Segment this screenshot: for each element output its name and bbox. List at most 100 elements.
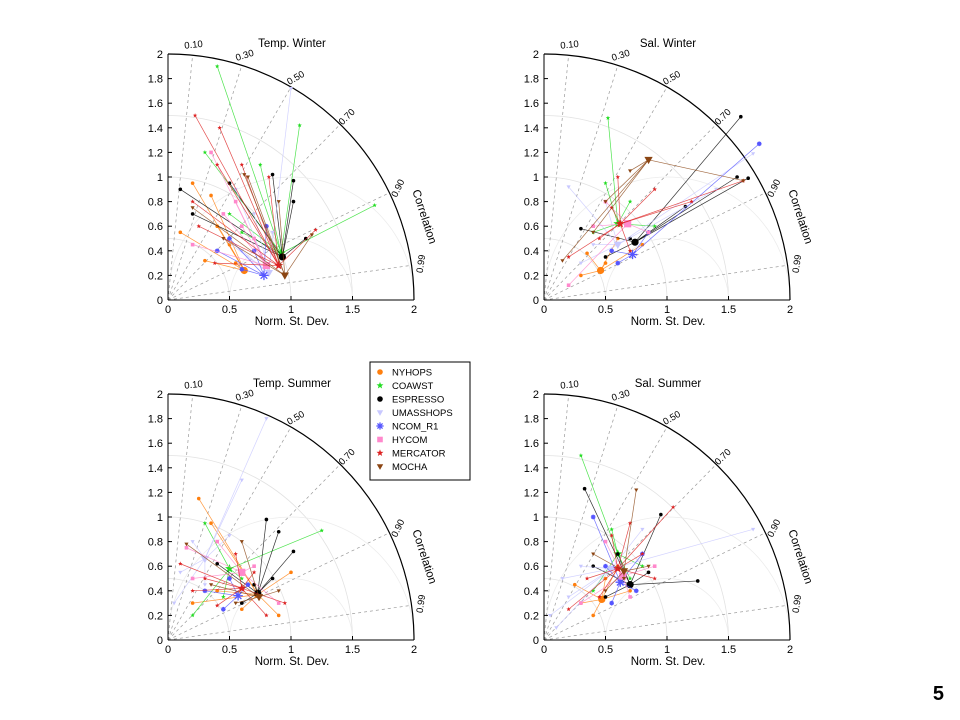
data-point [652, 223, 657, 229]
data-point [227, 236, 232, 241]
data-point [184, 545, 189, 550]
data-point [190, 242, 195, 247]
correlation-ray [543, 604, 788, 641]
data-point [739, 114, 743, 119]
data-point [202, 583, 207, 587]
data-point [212, 260, 217, 265]
series-link [282, 201, 294, 258]
data-point [190, 540, 195, 544]
correlation-axis-label: Correlation [409, 188, 438, 245]
legend-item: MOCHA [376, 462, 428, 473]
data-point [746, 176, 750, 181]
series-link [599, 223, 621, 239]
series-link [192, 201, 279, 266]
series-link [619, 223, 631, 251]
data-point [227, 576, 232, 581]
data-point [233, 601, 238, 606]
data-point [252, 236, 256, 241]
series-link [278, 201, 286, 276]
data-point [178, 230, 183, 235]
data-point [605, 115, 611, 120]
series-link [241, 268, 265, 276]
series-link [284, 234, 313, 276]
data-point [233, 187, 238, 192]
series-mean-point [615, 219, 625, 228]
y-tick-label: 1.4 [148, 123, 163, 135]
series-link [216, 66, 282, 254]
data-point [276, 529, 281, 534]
data-point [245, 175, 251, 180]
data-point [215, 539, 219, 544]
y-tick-label: 0.6 [524, 221, 539, 233]
legend-label: MERCATOR [392, 449, 446, 460]
correlation-ray [167, 395, 193, 641]
y-tick-label: 1 [157, 512, 163, 524]
series-link [192, 213, 283, 258]
data-point [628, 589, 632, 593]
data-point [276, 589, 281, 593]
data-point [190, 613, 195, 618]
data-point [190, 212, 195, 216]
x-tick-label: 1 [288, 304, 294, 316]
series-link [622, 565, 655, 577]
data-point [217, 125, 222, 130]
data-point [652, 186, 657, 192]
series-mean-point [613, 563, 623, 573]
data-point [591, 552, 596, 557]
legend-label: NYHOPS [392, 368, 432, 379]
page-number: 5 [932, 683, 944, 705]
series-link [580, 244, 618, 264]
y-tick-label: 0.8 [524, 537, 539, 549]
x-tick-label: 2 [787, 304, 793, 316]
y-tick-label: 0.8 [524, 197, 539, 209]
correlation-ray [543, 532, 766, 641]
correlation-axis-label: Correlation [785, 188, 814, 245]
series-link [634, 177, 749, 243]
series-link [278, 229, 316, 266]
y-tick-label: 2 [157, 389, 163, 401]
rms-arc [167, 516, 415, 641]
legend-label: UMASSHOPS [392, 408, 453, 419]
series-link [593, 553, 625, 572]
legend-item: UMASSHOPS [376, 408, 453, 419]
series-link [216, 563, 258, 594]
y-tick-label: 0 [157, 295, 163, 307]
panel-title: Temp. Summer [253, 378, 331, 390]
outer-arc [543, 53, 791, 301]
series-link [611, 528, 754, 569]
data-point [190, 601, 195, 605]
data-point [214, 248, 220, 254]
series-mean-point [276, 248, 286, 258]
rms-arc [167, 176, 415, 301]
series-link [549, 568, 612, 616]
correlation-ray [167, 124, 341, 301]
data-point [240, 224, 244, 228]
data-point [578, 261, 583, 266]
data-point [560, 259, 565, 263]
data-point [603, 255, 608, 259]
series-link [282, 238, 306, 258]
series-link [235, 553, 243, 589]
data-point [239, 478, 244, 483]
series-link [253, 250, 265, 276]
data-point [319, 528, 324, 533]
x-axis-label: Norm. St. Dev. [631, 656, 706, 668]
series-mean-point [613, 241, 622, 249]
series-link [268, 176, 280, 266]
series-link [204, 418, 267, 559]
data-point [616, 552, 620, 556]
series-link [204, 535, 230, 560]
series-link [568, 223, 628, 286]
data-point [560, 577, 565, 581]
y-tick-label: 0.2 [148, 270, 163, 282]
series-link [568, 186, 619, 245]
data-point [646, 570, 651, 575]
panel-title: Sal. Summer [635, 378, 702, 390]
legend-box [369, 361, 471, 481]
data-point [609, 526, 614, 532]
correlation-tick-label: 0.10 [560, 39, 580, 52]
series-link [241, 594, 259, 610]
correlation-axis-label: Correlation [409, 528, 438, 585]
legend-marker [376, 381, 384, 389]
